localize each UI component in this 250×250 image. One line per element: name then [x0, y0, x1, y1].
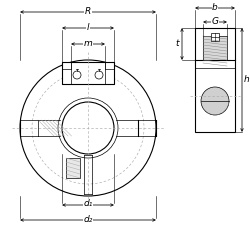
Circle shape — [73, 71, 81, 79]
Bar — [62, 62, 114, 84]
Text: m: m — [84, 38, 92, 48]
Text: l: l — [87, 22, 89, 32]
Text: R: R — [85, 6, 91, 16]
Text: d₂: d₂ — [83, 214, 93, 224]
Text: b: b — [212, 2, 218, 12]
Bar — [211, 33, 219, 41]
Text: t: t — [175, 40, 179, 48]
Circle shape — [201, 87, 229, 115]
Bar — [195, 28, 235, 132]
Text: G: G — [212, 16, 218, 26]
Bar — [66, 158, 80, 178]
Text: h: h — [244, 76, 250, 84]
Circle shape — [95, 71, 103, 79]
Bar — [203, 36, 227, 60]
Text: d₁: d₁ — [83, 200, 93, 208]
